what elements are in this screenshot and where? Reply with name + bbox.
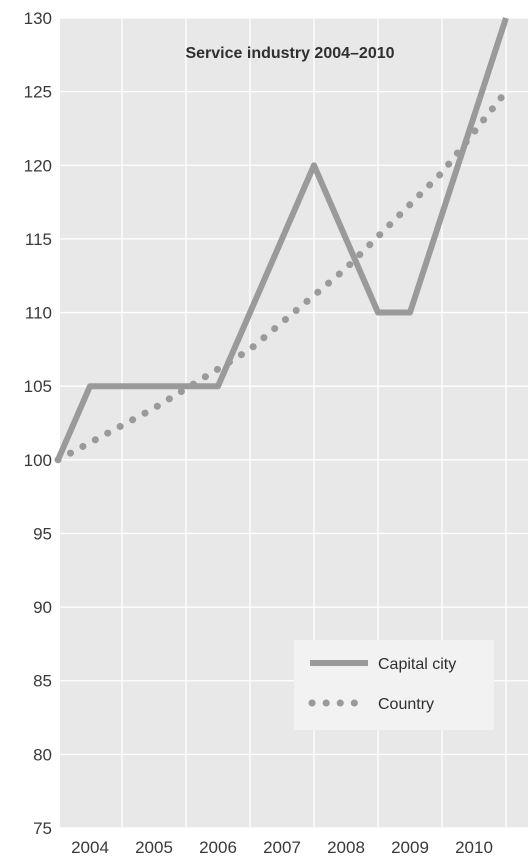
y-tick-label: 110 (25, 304, 52, 323)
x-axis-ticks: 2004 2005 2006 2007 2008 2009 2010 (71, 838, 493, 857)
x-tick-label: 2006 (199, 838, 237, 857)
x-tick-label: 2004 (71, 838, 109, 857)
y-tick-label: 100 (24, 451, 52, 470)
y-tick-label: 115 (25, 230, 52, 249)
x-tick-label: 2010 (455, 838, 493, 857)
y-tick-label: 120 (24, 156, 52, 175)
y-tick-label: 85 (33, 672, 52, 691)
x-tick-label: 2009 (391, 838, 429, 857)
x-tick-label: 2007 (263, 838, 301, 857)
legend-label: Capital city (378, 656, 456, 673)
y-tick-label: 130 (24, 9, 52, 28)
y-axis-ticks: 75 80 85 90 95 100 105 110 115 120 125 130 (24, 9, 52, 838)
legend-label: Country (378, 696, 434, 713)
x-tick-label: 2005 (135, 838, 173, 857)
chart-title: Service industry 2004–2010 (185, 45, 394, 62)
grid (60, 17, 528, 829)
y-tick-label: 80 (33, 745, 52, 764)
series-line-capital-city (55, 17, 509, 461)
y-tick-label: 90 (33, 598, 52, 617)
y-tick-label: 75 (33, 819, 52, 838)
y-tick-label: 105 (24, 377, 52, 396)
series-lines (54, 17, 510, 464)
y-tick-label: 125 (24, 83, 52, 102)
legend: Capital city Country (294, 640, 494, 730)
legend-box (294, 640, 494, 730)
y-tick-label: 95 (33, 524, 52, 543)
x-tick-label: 2008 (327, 838, 365, 857)
series-line-country (54, 88, 510, 464)
